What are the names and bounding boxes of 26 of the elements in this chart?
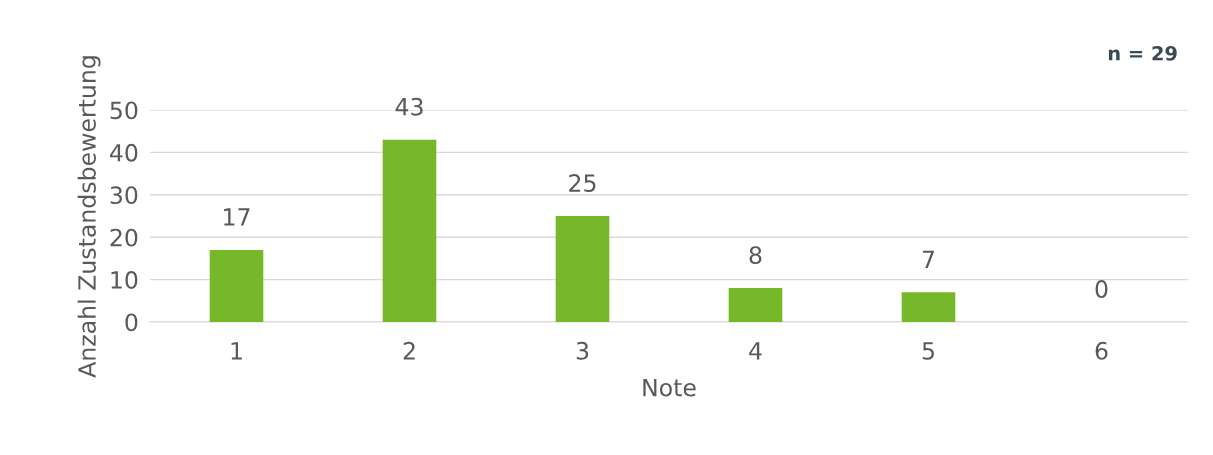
data-label: 17 <box>224 208 250 226</box>
data-label: 8 <box>749 246 762 265</box>
y-tick-label: 0 <box>125 313 138 332</box>
x-tick-label: 6 <box>1095 341 1108 360</box>
x-tick-label: 3 <box>576 341 589 360</box>
x-axis-title: Note <box>643 378 696 397</box>
bar <box>382 139 437 322</box>
data-label: 43 <box>395 97 423 116</box>
x-tick-label: 1 <box>231 342 242 360</box>
y-axis-title: Anzahl Zustandsbewertung <box>77 56 101 378</box>
y-tick-label: 30 <box>110 186 138 205</box>
data-label: 0 <box>1095 280 1108 298</box>
bar <box>728 288 783 322</box>
bar <box>555 216 610 322</box>
y-tick-label: 20 <box>110 228 138 247</box>
x-tick-label: 2 <box>403 341 415 360</box>
bar <box>901 292 956 322</box>
y-tick-label: 40 <box>110 143 138 162</box>
x-tick-label: 4 <box>749 342 762 360</box>
y-tick-label: 10 <box>111 271 138 289</box>
data-label: 7 <box>922 250 934 268</box>
x-tick-label: 5 <box>922 342 934 360</box>
y-tick-label: 50 <box>110 101 138 120</box>
bar <box>209 249 264 322</box>
data-label: 25 <box>569 174 596 192</box>
text: n = 29 <box>1108 45 1177 61</box>
